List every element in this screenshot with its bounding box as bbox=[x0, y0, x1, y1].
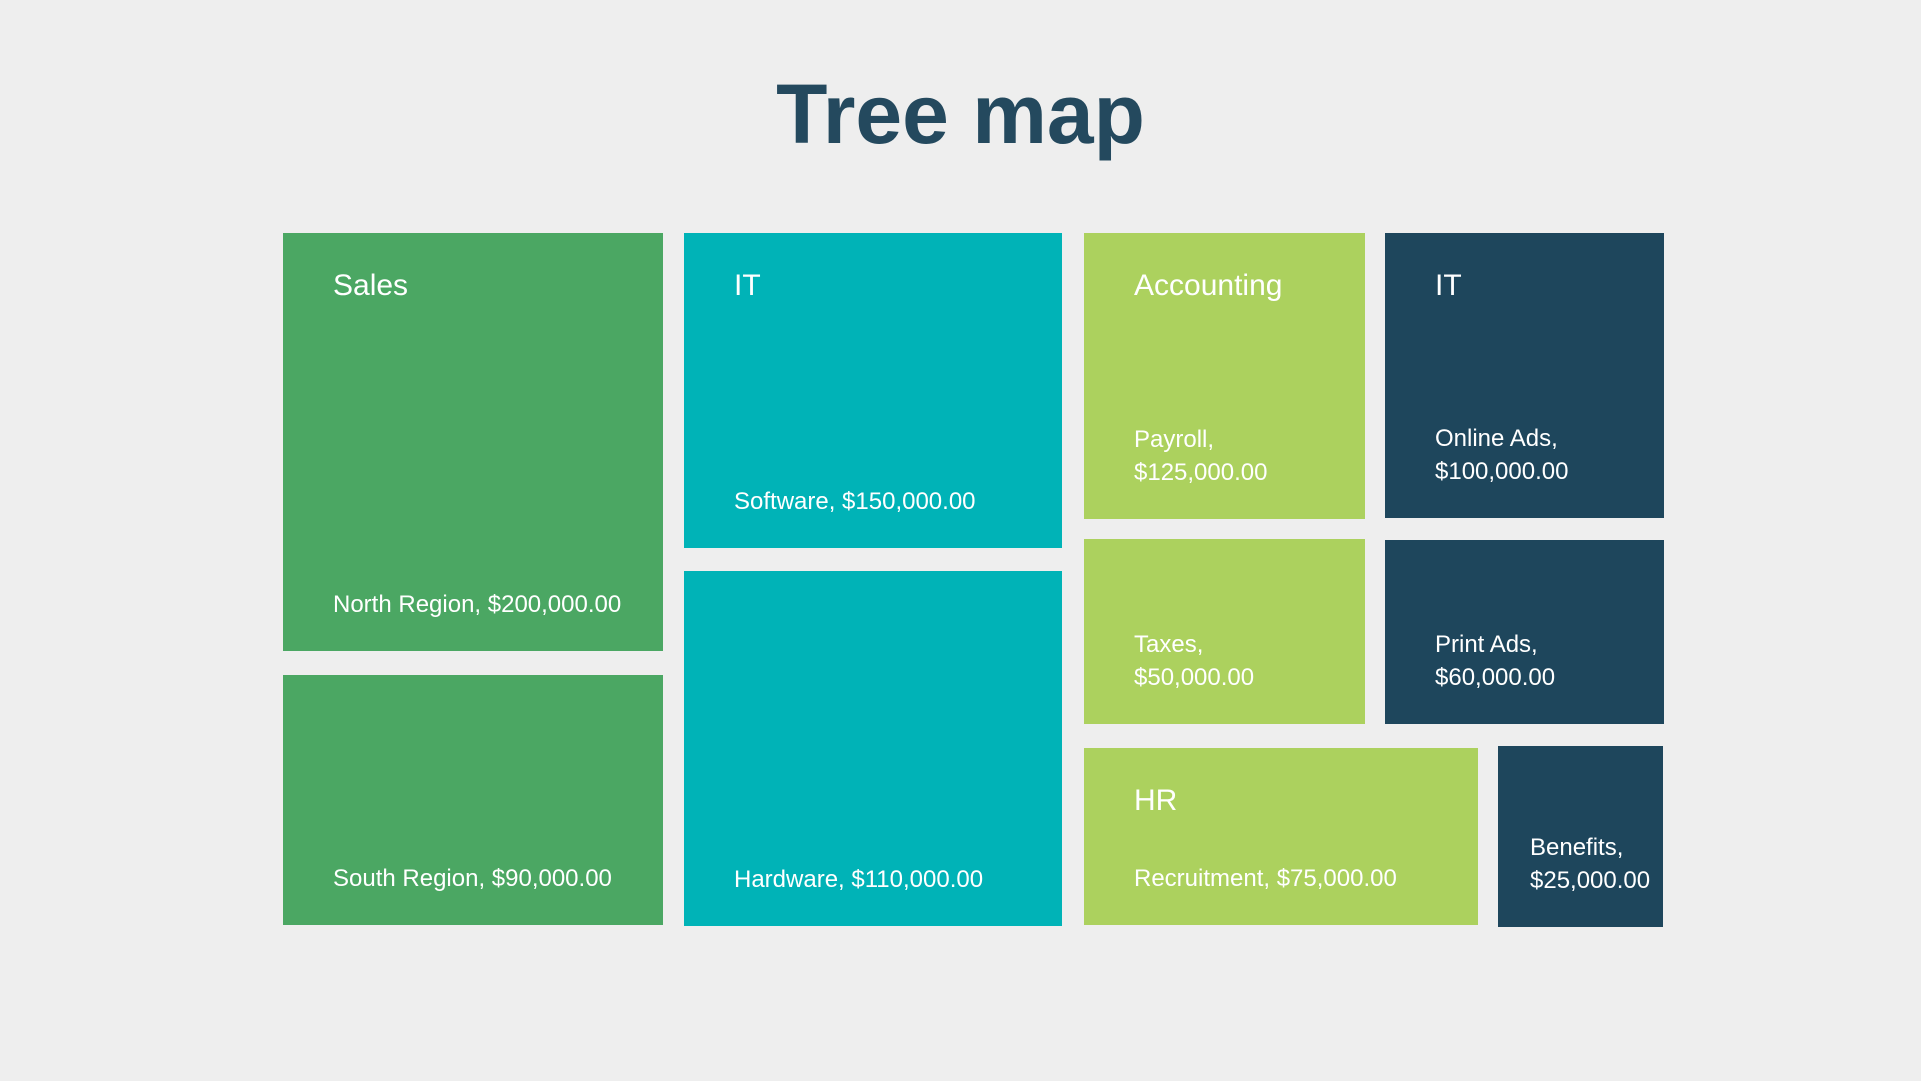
treemap-cell-hardware[interactable]: Hardware, $110,000.00 bbox=[684, 571, 1062, 926]
cell-value-benefits: Benefits, $25,000.00 bbox=[1530, 831, 1639, 897]
cell-value-online-ads: Online Ads, $100,000.00 bbox=[1435, 422, 1640, 488]
group-label-it-navy: IT bbox=[1435, 269, 1640, 304]
group-label-it-teal: IT bbox=[734, 269, 1038, 304]
group-label-accounting: Accounting bbox=[1134, 269, 1341, 304]
treemap-cell-print-ads[interactable]: Print Ads, $60,000.00 bbox=[1385, 540, 1664, 724]
treemap-cell-online-ads[interactable]: IT Online Ads, $100,000.00 bbox=[1385, 233, 1664, 518]
group-label-hr: HR bbox=[1134, 784, 1454, 819]
chart-title: Tree map bbox=[0, 68, 1921, 160]
cell-value-hardware: Hardware, $110,000.00 bbox=[734, 863, 1038, 896]
cell-value-payroll: Payroll, $125,000.00 bbox=[1134, 423, 1341, 489]
treemap-cell-south-region[interactable]: South Region, $90,000.00 bbox=[283, 675, 663, 925]
group-label-sales: Sales bbox=[333, 269, 639, 304]
cell-value-north-region: North Region, $200,000.00 bbox=[333, 588, 639, 621]
treemap-cell-taxes[interactable]: Taxes, $50,000.00 bbox=[1084, 539, 1365, 724]
treemap-cell-benefits[interactable]: Benefits, $25,000.00 bbox=[1498, 746, 1663, 927]
cell-value-south-region: South Region, $90,000.00 bbox=[333, 862, 639, 895]
cell-value-software: Software, $150,000.00 bbox=[734, 485, 1038, 518]
treemap-cell-recruitment[interactable]: HR Recruitment, $75,000.00 bbox=[1084, 748, 1478, 925]
treemap-cell-north-region[interactable]: Sales North Region, $200,000.00 bbox=[283, 233, 663, 651]
cell-value-recruitment: Recruitment, $75,000.00 bbox=[1134, 862, 1454, 895]
treemap-cell-payroll[interactable]: Accounting Payroll, $125,000.00 bbox=[1084, 233, 1365, 519]
treemap-cell-software[interactable]: IT Software, $150,000.00 bbox=[684, 233, 1062, 548]
treemap-canvas: Tree map Sales North Region, $200,000.00… bbox=[0, 0, 1921, 1081]
cell-value-print-ads: Print Ads, $60,000.00 bbox=[1435, 628, 1640, 694]
cell-value-taxes: Taxes, $50,000.00 bbox=[1134, 628, 1341, 694]
